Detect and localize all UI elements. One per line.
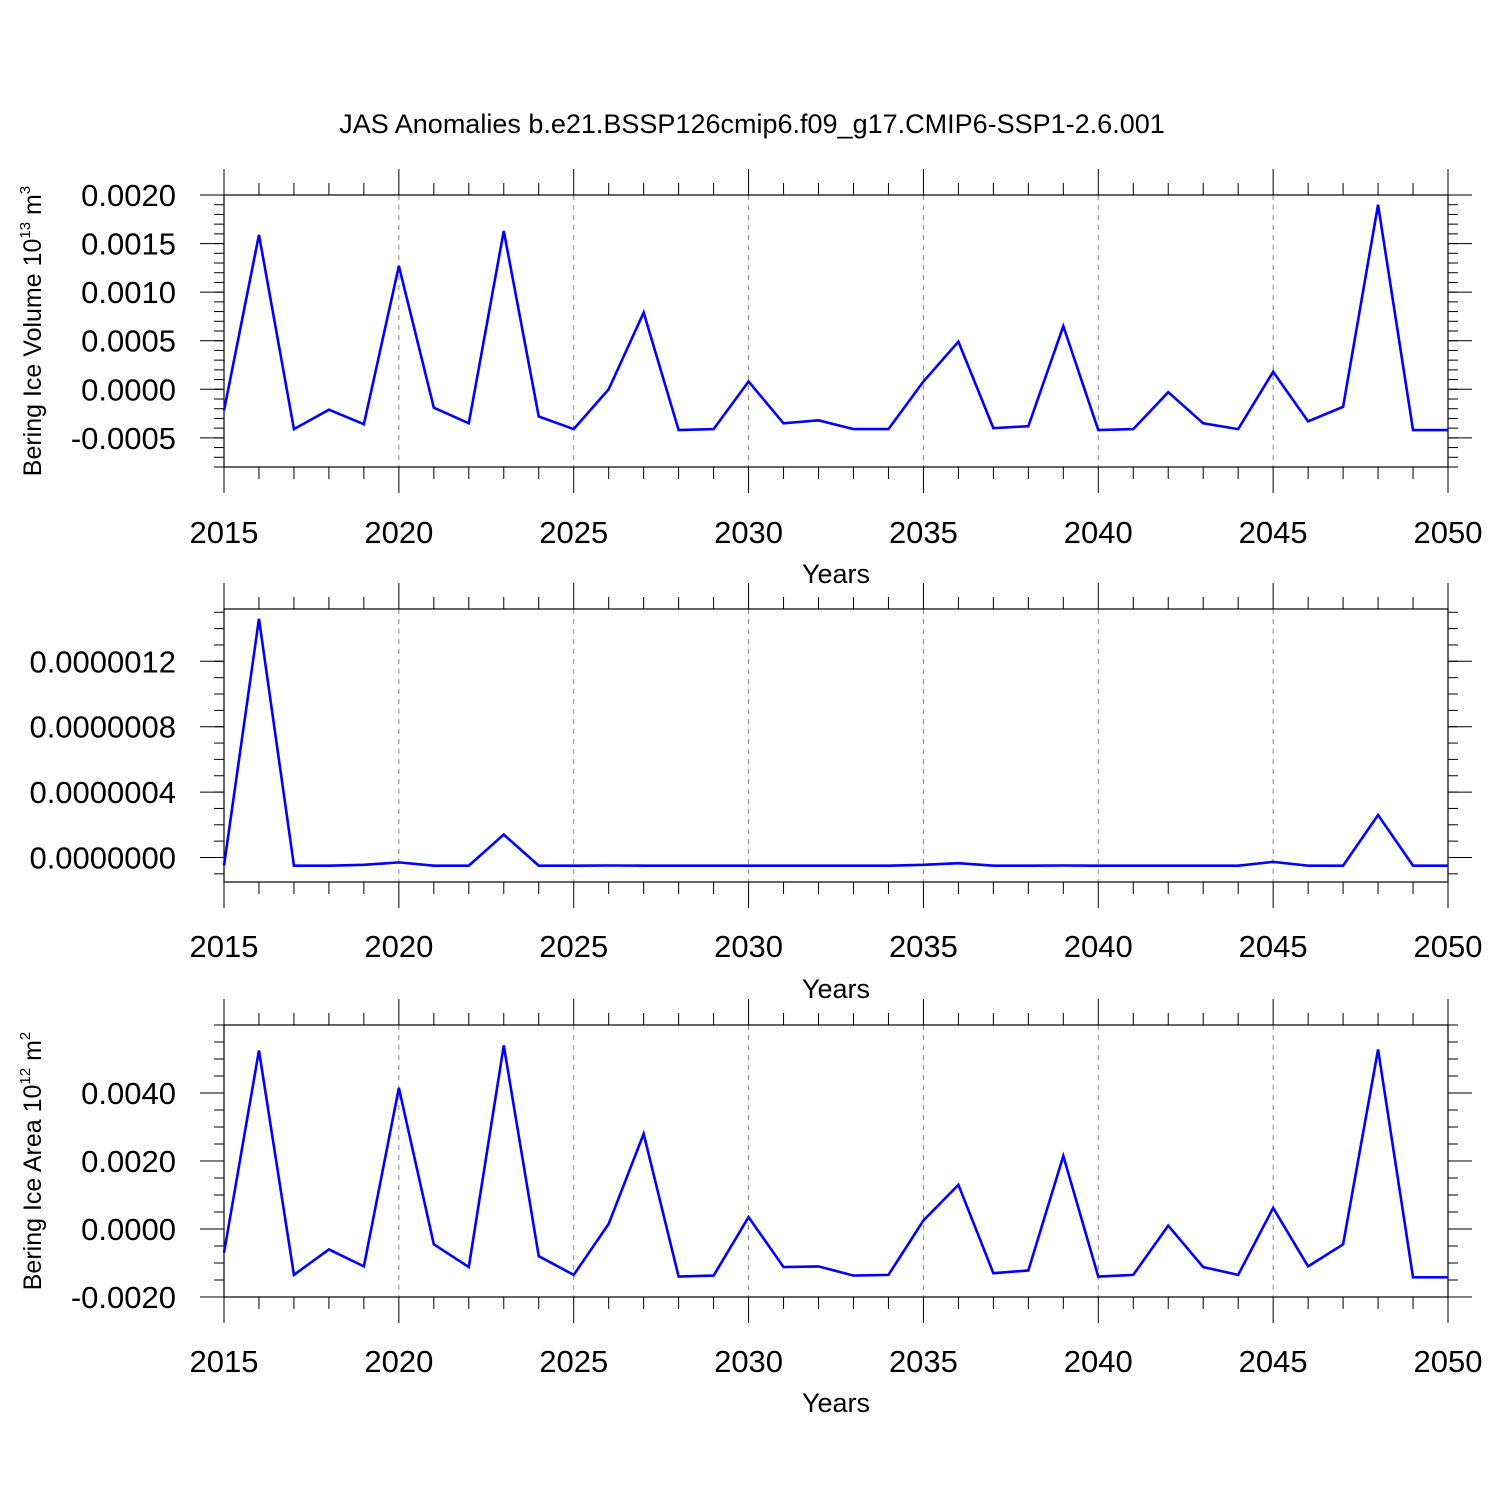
middle-series-line: [222, 618, 1448, 867]
ice-volume-y-tick-label: 0.0005: [81, 324, 176, 359]
ylabel-exponent: 12: [17, 1068, 34, 1085]
ice-volume-x-tick-label: 2040: [1064, 515, 1133, 550]
middle-x-tick-label: 2045: [1239, 929, 1308, 964]
middle-x-tick-label: 2025: [539, 929, 608, 964]
ice-volume-x-tick-label: 2045: [1239, 515, 1308, 550]
ice-area-plot-frame: [223, 1024, 1449, 1298]
middle-x-tick-label: 2035: [889, 929, 958, 964]
ylabel-unit: m: [19, 1040, 47, 1068]
middle-plot-frame: [223, 608, 1449, 883]
middle-y-tick-label: 0.0000004: [29, 775, 176, 810]
chart-title: JAS Anomalies b.e21.BSSP126cmip6.f09_g17…: [339, 109, 1165, 139]
ice-volume-x-tick-label: 2050: [1414, 515, 1483, 550]
middle-y-tick-label: 0.0000008: [29, 710, 176, 745]
ice-volume-y-tick-label: -0.0005: [71, 421, 176, 456]
ice-area-x-tick-label: 2030: [714, 1344, 783, 1379]
ice-volume-ylabel: Bering Ice Volume 1013 m3: [17, 186, 47, 476]
ice-area-x-tick-label: 2045: [1239, 1344, 1308, 1379]
ice-area-ylabel: Bering Ice Area 1012 m2: [17, 1032, 47, 1291]
ice-area-y-tick-label: 0.0040: [81, 1076, 176, 1111]
ice-volume-x-tick-label: 2025: [539, 515, 608, 550]
middle-y-tick-label: 0.0000000: [29, 840, 176, 875]
middle-x-tick-label: 2030: [714, 929, 783, 964]
ice-area-y-tick-label: 0.0020: [81, 1144, 176, 1179]
ice-volume-x-tick-label: 2015: [190, 515, 259, 550]
ice-volume-y-tick-label: 0.0015: [81, 227, 176, 262]
ice-volume-y-tick-label: 0.0000: [81, 372, 176, 407]
ice-area-x-tick-label: 2025: [539, 1344, 608, 1379]
ice-volume-x-tick-label: 2020: [364, 515, 433, 550]
ice-volume-panel: Bering Ice Volume 1013 m3 Years 2015 2020…: [17, 169, 1482, 589]
ice-area-x-tick-label: 2050: [1414, 1344, 1483, 1379]
ice-volume-y-tick-label: 0.0010: [81, 275, 176, 310]
ice-volume-x-tick-label: 2035: [889, 515, 958, 550]
ice-area-x-tick-label: 2015: [190, 1344, 259, 1379]
ylabel-text: Bering Ice Area 10: [19, 1085, 47, 1291]
ice-volume-ylabel-group: Bering Ice Volume 1013 m3: [17, 186, 47, 476]
ice-volume-plot-frame: [223, 194, 1449, 468]
ylabel-unit: m: [19, 194, 47, 222]
ice-area-x-tick-label: 2040: [1064, 1344, 1133, 1379]
middle-x-tick-label: 2040: [1064, 929, 1133, 964]
middle-x-tick-label: 2050: [1414, 929, 1483, 964]
middle-panel: Years 2015 2020 2025 2030 2035 2040 2045 2050 0.…: [29, 583, 1482, 1004]
ice-area-series-line: [222, 1045, 1448, 1279]
ice-volume-series-line: [222, 204, 1448, 432]
ice-area-y-tick-label: -0.0020: [71, 1280, 176, 1315]
ylabel-exponent: 13: [17, 222, 34, 239]
ice-volume-x-tick-label: 2030: [714, 515, 783, 550]
ice-area-y-tick-label: 0.0000: [81, 1212, 176, 1247]
ice-area-panel: Bering Ice Area 1012 m2 Years 2015 2020 20…: [17, 999, 1482, 1418]
ice-area-xlabel: Years: [802, 1388, 870, 1418]
middle-x-tick-label: 2020: [364, 929, 433, 964]
ylabel-unit-exponent: 2: [17, 1032, 34, 1040]
ylabel-text: Bering Ice Volume 10: [19, 239, 47, 477]
ylabel-unit-exponent: 3: [17, 186, 34, 194]
ice-volume-xlabel: Years: [802, 559, 870, 589]
middle-xlabel: Years: [802, 974, 870, 1004]
ice-area-x-tick-label: 2020: [364, 1344, 433, 1379]
ice-volume-y-tick-label: 0.0020: [81, 178, 176, 213]
ice-area-x-tick-label: 2035: [889, 1344, 958, 1379]
middle-x-tick-label: 2015: [190, 929, 259, 964]
middle-y-tick-label: 0.0000012: [29, 644, 176, 679]
